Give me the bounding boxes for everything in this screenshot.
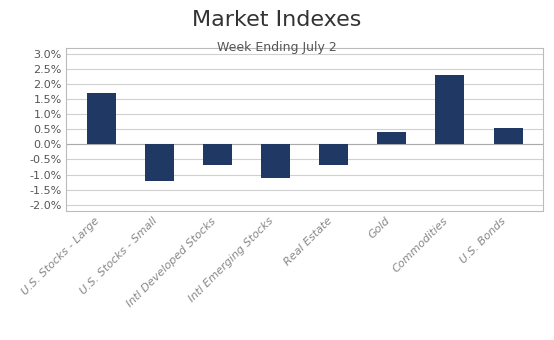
Bar (203, 144, 232, 166)
Bar (261, 144, 290, 177)
Text: Market Indexes: Market Indexes (192, 10, 362, 30)
Bar (377, 132, 407, 144)
Bar (87, 93, 116, 144)
Bar (145, 144, 174, 181)
Bar (319, 144, 348, 166)
Bar (494, 128, 522, 144)
Text: Week Ending July 2: Week Ending July 2 (217, 41, 337, 54)
Bar (435, 75, 464, 144)
